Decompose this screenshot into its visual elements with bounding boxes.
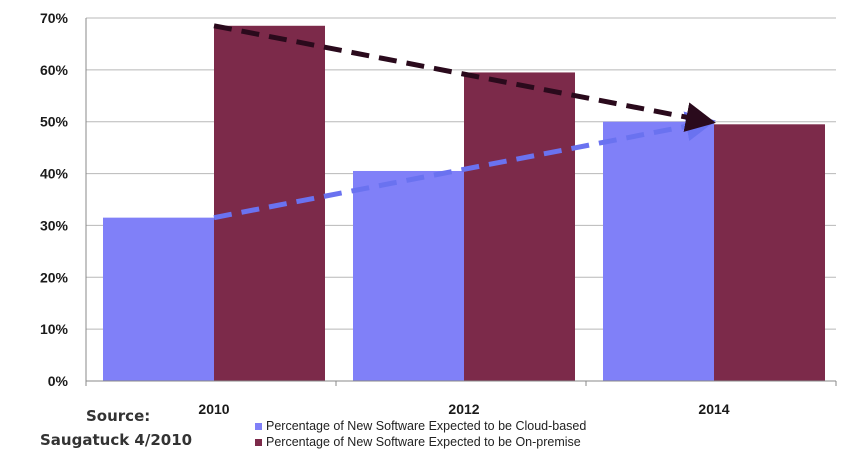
legend-swatch-cloud bbox=[255, 422, 262, 430]
bar-onpremise-2010 bbox=[214, 25, 325, 382]
legend-swatch-onpremise bbox=[255, 438, 262, 446]
source-text: Saugatuck 4/2010 bbox=[40, 431, 193, 449]
bar-cloud-2014 bbox=[603, 121, 714, 381]
legend-label-onpremise: Percentage of New Software Expected to b… bbox=[266, 435, 581, 449]
legend-item-cloud: Percentage of New Software Expected to b… bbox=[255, 418, 586, 434]
y-tick-label: 10% bbox=[40, 321, 69, 337]
bar-cloud-2012 bbox=[353, 170, 464, 381]
y-tick-label: 50% bbox=[40, 114, 69, 130]
source-note: Source: Saugatuck 4/2010 bbox=[40, 404, 192, 452]
y-tick-label: 20% bbox=[40, 269, 69, 285]
bars bbox=[103, 25, 825, 382]
y-tick-label: 0% bbox=[48, 373, 69, 389]
x-tick-label: 2010 bbox=[198, 401, 229, 417]
bar-onpremise-2014 bbox=[714, 124, 825, 382]
trend-arrow-cloud bbox=[213, 111, 716, 221]
legend: Percentage of New Software Expected to b… bbox=[255, 418, 586, 450]
y-tick-label: 30% bbox=[40, 217, 69, 233]
axes: 0% 10% 20% 30% 40% 50% 60% 70% 2010 2012 2014 bbox=[40, 10, 837, 417]
trend-arrow-onpremise bbox=[213, 23, 716, 132]
legend-label-cloud: Percentage of New Software Expected to b… bbox=[266, 419, 587, 433]
y-tick-label: 40% bbox=[40, 166, 69, 182]
bar-onpremise-2012 bbox=[464, 72, 575, 381]
y-tick-label: 60% bbox=[40, 62, 69, 78]
x-tick-label: 2012 bbox=[448, 401, 479, 417]
trend-arrows bbox=[213, 23, 716, 221]
source-label: Source: bbox=[86, 407, 151, 425]
legend-item-onpremise: Percentage of New Software Expected to b… bbox=[255, 434, 586, 450]
y-tick-label: 70% bbox=[40, 10, 69, 26]
bar-cloud-2010 bbox=[103, 217, 214, 381]
x-tick-label: 2014 bbox=[698, 401, 729, 417]
